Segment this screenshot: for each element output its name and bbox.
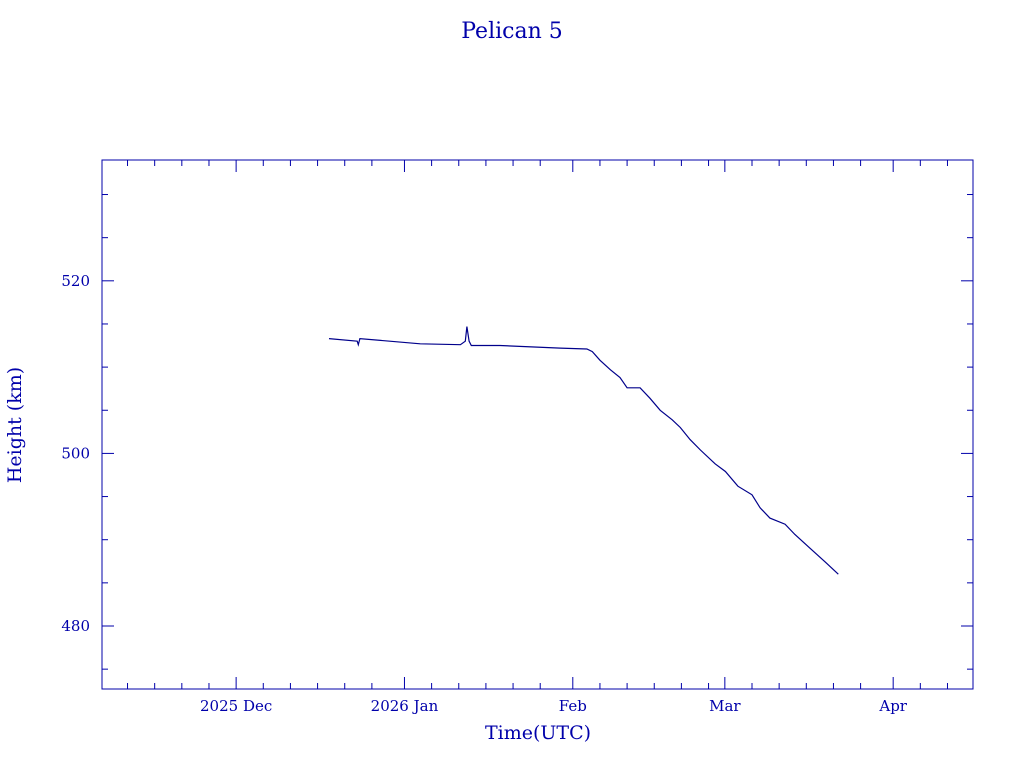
y-tick-labels: 480 500 520 bbox=[61, 272, 90, 635]
series-line-height bbox=[328, 326, 839, 575]
y-tick-label: 480 bbox=[61, 617, 90, 635]
x-tick-label: 2025 Dec bbox=[200, 697, 272, 715]
y-tick-label: 520 bbox=[61, 272, 90, 290]
plot-frame bbox=[101, 159, 974, 690]
x-tick-label: 2026 Jan bbox=[371, 697, 439, 715]
x-axis-label: Time(UTC) bbox=[485, 722, 591, 744]
x-tick-labels: 2025 Dec 2026 Jan Feb Mar Apr bbox=[200, 697, 908, 715]
y-tick-label: 500 bbox=[61, 444, 90, 462]
y-axis-label: Height (km) bbox=[4, 367, 26, 483]
x-tick-label: Apr bbox=[878, 697, 907, 715]
x-tick-label: Mar bbox=[709, 697, 741, 715]
x-tick-label: Feb bbox=[559, 697, 587, 715]
chart-title: Pelican 5 bbox=[461, 19, 563, 44]
axis-ticks bbox=[102, 160, 973, 689]
